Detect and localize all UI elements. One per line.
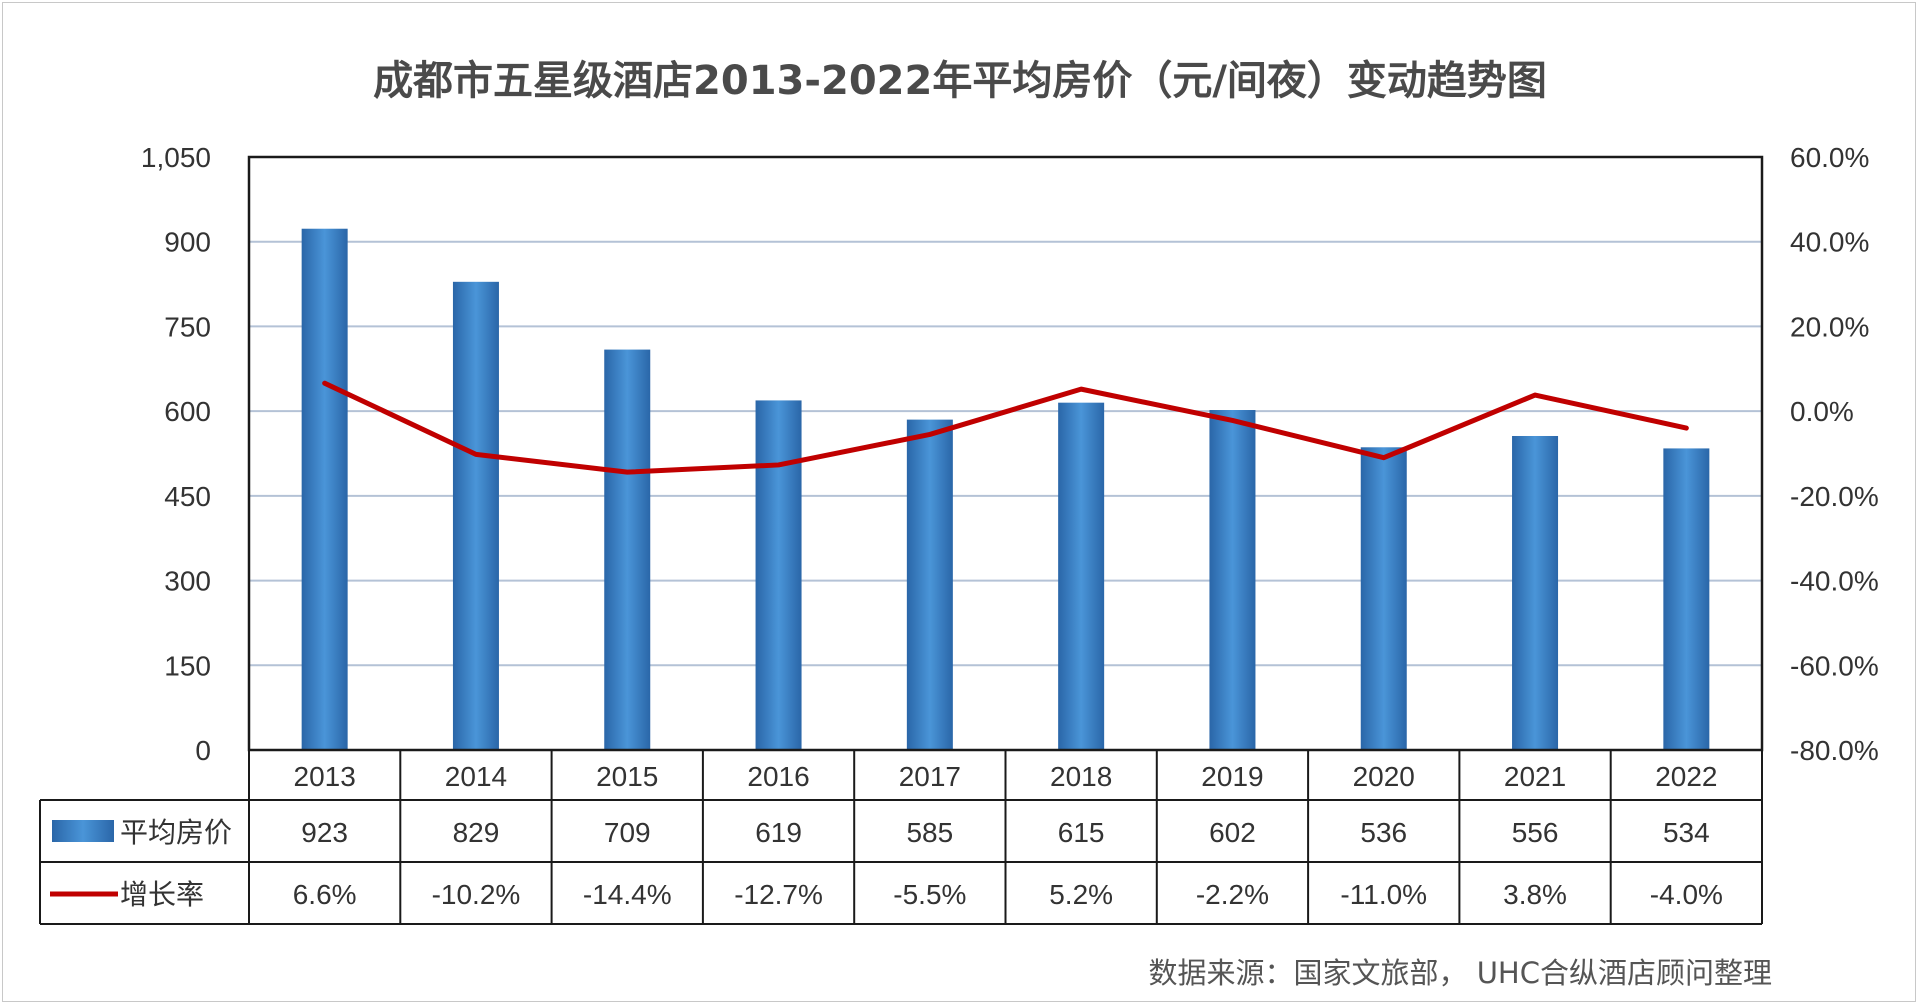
bar-2018 — [1058, 402, 1105, 750]
y-left-tick-label: 300 — [164, 566, 211, 597]
growth-rate-point-2016 — [778, 464, 780, 466]
bar-2021 — [1512, 435, 1559, 750]
axes: 0 150 300 450 600 750 900 1,050 -80.0% -60.0% -40.… — [141, 142, 1879, 766]
x-tick-label-2018: 2018 — [1050, 761, 1112, 792]
bar-series — [301, 228, 1710, 751]
growth-rate-point-2014 — [475, 453, 477, 455]
growth-rate-point-2019 — [1231, 419, 1233, 421]
table-price-2018: 615 — [1058, 817, 1105, 848]
bar-2016 — [755, 400, 802, 750]
y-right-tick-label: -20.0% — [1790, 481, 1879, 512]
table-price-2015: 709 — [604, 817, 651, 848]
growth-rate-point-2015 — [626, 471, 628, 473]
legend-bar-swatch — [52, 820, 114, 842]
x-tick-label-2014: 2014 — [445, 761, 507, 792]
source-note: 数据来源：国家文旅部， UHC合纵酒店顾问整理 — [1148, 956, 1772, 990]
x-tick-label-2017: 2017 — [899, 761, 961, 792]
x-tick-label-2020: 2020 — [1353, 761, 1415, 792]
legend-line-label: 增长率 — [120, 878, 204, 911]
table-price-2017: 585 — [906, 817, 953, 848]
y-right-tick-label: 20.0% — [1790, 311, 1869, 342]
y-left-tick-label: 0 — [195, 735, 211, 766]
y-right-tick-label: 0.0% — [1790, 396, 1854, 427]
y-right-tick-label: -40.0% — [1790, 566, 1879, 597]
growth-rate-point-2021 — [1534, 394, 1536, 396]
table-growth-2015: -14.4% — [583, 879, 672, 910]
y-right-tick-label: 40.0% — [1790, 227, 1869, 258]
bar-2013 — [301, 228, 348, 751]
y-right-tick-label: -60.0% — [1790, 650, 1879, 681]
table-growth-2018: 5.2% — [1049, 879, 1113, 910]
y-left-tick-label: 600 — [164, 396, 211, 427]
y-left-tick-label: 450 — [164, 481, 211, 512]
x-tick-label-2013: 2013 — [294, 761, 356, 792]
legend-bar-label: 平均房价 — [120, 816, 232, 849]
table-price-2016: 619 — [755, 817, 802, 848]
y-left-tick-label: 900 — [164, 227, 211, 258]
table-growth-2022: -4.0% — [1650, 879, 1723, 910]
growth-rate-point-2017 — [929, 433, 931, 435]
table-growth-2013: 6.6% — [293, 879, 357, 910]
x-tick-label-2019: 2019 — [1201, 761, 1263, 792]
bar-2014 — [452, 281, 499, 750]
table-growth-2017: -5.5% — [893, 879, 966, 910]
y-left-tick-label: 150 — [164, 650, 211, 681]
table-growth-2021: 3.8% — [1503, 879, 1567, 910]
growth-rate-point-2022 — [1685, 427, 1687, 429]
chart-title: 成都市五星级酒店2013-2022年平均房价（元/间夜）变动趋势图 — [373, 58, 1547, 104]
table-price-2022: 534 — [1663, 817, 1710, 848]
data-table: 2013 2014 2015 2016 2017 2018 2019 2020 2021 2022… — [39, 750, 1763, 925]
x-tick-label-2022: 2022 — [1655, 761, 1717, 792]
table-growth-2014: -10.2% — [432, 879, 521, 910]
x-tick-label-2015: 2015 — [596, 761, 658, 792]
grid-lines — [249, 240, 1762, 667]
table-price-2013: 923 — [301, 817, 348, 848]
table-growth-2019: -2.2% — [1196, 879, 1269, 910]
bar-2022 — [1663, 448, 1710, 750]
bar-2015 — [604, 349, 651, 750]
table-price-2019: 602 — [1209, 817, 1256, 848]
table-price-2014: 829 — [453, 817, 500, 848]
growth-rate-point-2018 — [1080, 388, 1082, 390]
table-price-2020: 536 — [1360, 817, 1407, 848]
growth-rate-point-2013 — [324, 382, 326, 384]
y-left-tick-label: 1,050 — [141, 142, 211, 173]
line-series — [322, 380, 1689, 475]
growth-rate-line — [322, 380, 1689, 475]
bar-2017 — [906, 419, 953, 750]
y-left-tick-label: 750 — [164, 311, 211, 342]
growth-rate-point-2020 — [1383, 457, 1385, 459]
y-right-tick-label: -80.0% — [1790, 735, 1879, 766]
y-right-tick-label: 60.0% — [1790, 142, 1869, 173]
bar-2019 — [1209, 410, 1256, 750]
bar-2020 — [1360, 447, 1407, 750]
x-tick-label-2016: 2016 — [747, 761, 809, 792]
table-growth-2016: -12.7% — [734, 879, 823, 910]
table-growth-2020: -11.0% — [1340, 879, 1427, 910]
table-price-2021: 556 — [1512, 817, 1559, 848]
x-tick-label-2021: 2021 — [1504, 761, 1566, 792]
